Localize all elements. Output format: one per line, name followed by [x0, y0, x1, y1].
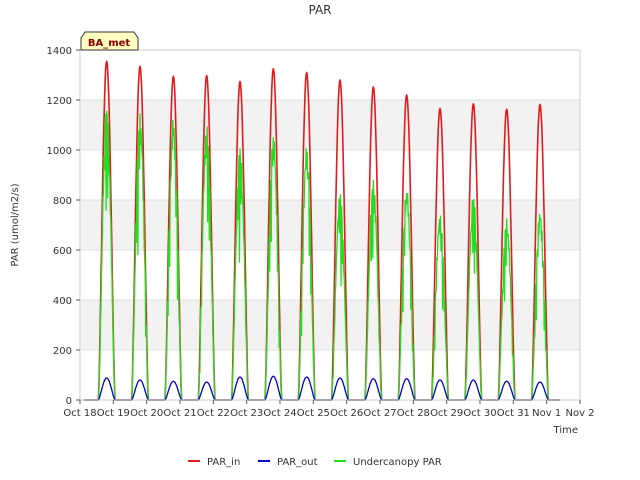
- y-tick-label: 0: [66, 396, 72, 407]
- x-axis-label: Time: [553, 425, 578, 436]
- x-tick-label: Oct 30: [463, 408, 496, 419]
- grid-bands: [80, 49, 580, 401]
- y-axis: 0 200 400 600 800 1000 1200 1400: [47, 46, 80, 407]
- x-tick-label: Oct 20: [130, 408, 163, 419]
- grid-band: [80, 100, 580, 150]
- x-axis: Oct 18 Oct 19 Oct 20 Oct 21 Oct 22 Oct 23 Oct …: [63, 400, 595, 419]
- legend-label: PAR_out: [277, 457, 318, 468]
- x-tick-label: Nov 2: [565, 408, 594, 419]
- x-tick-label: Oct 25: [297, 408, 330, 419]
- x-tick-label: Oct 27: [363, 408, 396, 419]
- x-tick-label: Oct 22: [197, 408, 230, 419]
- site-label-badge: BA_met: [80, 31, 139, 51]
- y-tick-label: 200: [53, 346, 72, 357]
- x-tick-label: Oct 26: [330, 408, 363, 419]
- x-tick-label: Oct 28: [397, 408, 430, 419]
- y-tick-label: 800: [53, 196, 72, 207]
- x-tick-label: Oct 19: [97, 408, 130, 419]
- site-label-box: [80, 31, 139, 51]
- grid-band: [80, 300, 580, 350]
- x-tick-label: Nov 1: [532, 408, 561, 419]
- y-tick-label: 400: [53, 296, 72, 307]
- y-axis-label: PAR (umol/m2/s): [10, 183, 21, 266]
- y-tick-label: 1200: [47, 96, 72, 107]
- x-tick-label: Oct 24: [263, 408, 296, 419]
- chart-title: PAR: [308, 3, 331, 17]
- site-label-text: BA_met: [88, 38, 131, 49]
- legend: PAR_in PAR_out Undercanopy PAR: [188, 457, 442, 468]
- y-tick-label: 1000: [47, 146, 72, 157]
- legend-label: PAR_in: [207, 457, 240, 468]
- x-tick-label: Oct 18: [63, 408, 96, 419]
- legend-label: Undercanopy PAR: [353, 457, 442, 468]
- plot-frame: [79, 49, 581, 401]
- y-tick-label: 600: [53, 246, 72, 257]
- x-tick-label: Oct 31: [497, 408, 530, 419]
- x-tick-label: Oct 21: [163, 408, 196, 419]
- x-tick-label: Oct 23: [230, 408, 263, 419]
- grid-band: [80, 200, 580, 250]
- x-tick-label: Oct 29: [430, 408, 463, 419]
- y-tick-label: 1400: [47, 46, 72, 57]
